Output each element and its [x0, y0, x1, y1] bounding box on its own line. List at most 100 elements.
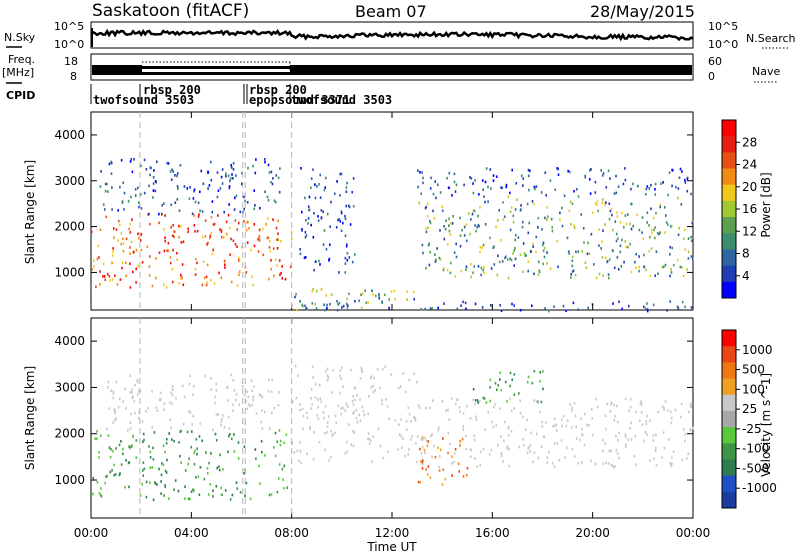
velocity-cell-515 [419, 481, 421, 484]
power-cell-618 [543, 255, 546, 259]
power-cell-583 [571, 264, 574, 268]
power-cell-330 [122, 181, 124, 185]
velocity-cell-683 [558, 459, 561, 462]
power-cell-995 [522, 184, 524, 187]
velocity-cell-436 [368, 395, 370, 398]
velocity-cell-823 [590, 459, 592, 463]
power-cell-245 [271, 182, 274, 186]
velocity-cell-241 [261, 396, 264, 399]
velocity-cell-308 [192, 385, 195, 388]
y-tick-label-2: 3000 [54, 174, 85, 188]
velocity-cell-796 [566, 419, 569, 422]
power-cell-253 [193, 190, 195, 193]
power-cell-131 [265, 223, 267, 226]
velocity-cell-805 [581, 432, 583, 436]
power-cell-213 [103, 275, 106, 278]
velocity-cell-359 [404, 390, 407, 394]
velocity-cell-522 [457, 462, 460, 465]
power-cell-101 [91, 230, 93, 234]
velocity-cell-265 [136, 379, 138, 382]
power-cell-234 [108, 162, 111, 166]
power-cell-673 [467, 212, 470, 215]
velocity-cell-97 [197, 475, 200, 479]
power-cell-364 [152, 182, 155, 185]
power-cell-218 [196, 229, 199, 233]
velocity-cell-7 [184, 485, 186, 488]
velocity-cell-687 [617, 439, 619, 442]
power-cell-248 [208, 184, 211, 187]
velocity-cell-122 [107, 434, 110, 437]
velocity-cell-224 [258, 393, 261, 397]
power-cell-443 [322, 243, 325, 246]
power-cell-497 [344, 256, 347, 260]
velocity-cell-590 [577, 462, 580, 465]
velocity-cell-491 [415, 442, 417, 445]
power-cell-518 [310, 223, 312, 227]
power-cell-873 [595, 276, 598, 280]
power-cell-380 [176, 174, 178, 178]
power-cell-482 [301, 229, 303, 232]
velocity-cell-719 [639, 402, 642, 405]
power-cell-371 [174, 201, 177, 204]
freq-tick-hi: 18 [64, 55, 78, 68]
power-cell-138 [253, 244, 256, 248]
power-cell-654 [659, 203, 661, 207]
power-cell-709 [581, 250, 583, 253]
power-cell-429 [381, 301, 384, 304]
power-cell-254 [133, 158, 135, 161]
velocity-cell-402 [350, 368, 352, 372]
velocity-cell-389 [326, 431, 328, 434]
power-cell-920 [478, 193, 480, 196]
power-cell-80 [135, 281, 137, 284]
power-cell-455 [320, 209, 323, 212]
power-cell-282 [174, 174, 176, 177]
power-cell-608 [687, 257, 690, 260]
power-data [91, 158, 694, 313]
velocity-cell-788 [537, 399, 540, 403]
velocity-cell-696 [685, 457, 688, 460]
power-cell-48 [148, 274, 151, 277]
velocity-cell-602 [629, 406, 632, 409]
velocity-cell-219 [215, 413, 218, 416]
velocity-cell-559 [482, 396, 485, 400]
velocity-cell-517 [419, 447, 421, 451]
power-cell-757 [512, 220, 515, 224]
velocity-cell-615 [663, 446, 666, 450]
velocity-cell-721 [526, 418, 528, 422]
velocity-cell-302 [271, 411, 273, 415]
power-cell-139 [238, 270, 241, 274]
power-cell-926 [684, 178, 686, 182]
velocity-cell-658 [690, 402, 692, 405]
velocity-cell-179 [208, 461, 210, 465]
velocity-cell-654 [469, 448, 472, 451]
velocity-cell-351 [331, 391, 333, 394]
velocity-cell-130 [111, 469, 113, 472]
power-cell-571 [512, 214, 515, 218]
velocity-cell-648 [645, 420, 647, 423]
power-cell-487 [320, 216, 323, 219]
power-cell-132 [234, 219, 237, 222]
power-cell-927 [589, 178, 591, 181]
velocity-cell-193 [151, 390, 153, 393]
velocity-cell-679 [610, 403, 612, 406]
power-cell-883 [569, 170, 571, 174]
freq-tick-lo: 8 [70, 70, 77, 83]
power-cell-1035 [572, 301, 575, 305]
velocity-cell-309 [129, 427, 132, 430]
power-colorbar-label-2: 20 [742, 180, 757, 194]
velocity-cell-157 [122, 447, 124, 451]
power-cell-743 [441, 209, 444, 213]
velocity-cell-790 [553, 465, 556, 469]
power-cell-190 [290, 265, 292, 269]
velocity-cell-403 [352, 395, 354, 398]
velocity-cell-498 [427, 465, 430, 468]
power-cell-726 [453, 251, 456, 254]
velocity-cell-529 [485, 401, 488, 404]
velocity-cell-356 [334, 431, 336, 435]
velocity-cell-495 [423, 448, 426, 452]
power-cell-998 [324, 308, 326, 312]
power-cell-779 [650, 228, 653, 232]
velocity-cell-198 [232, 379, 235, 382]
power-cell-591 [571, 270, 574, 273]
power-cell-341 [275, 174, 277, 177]
